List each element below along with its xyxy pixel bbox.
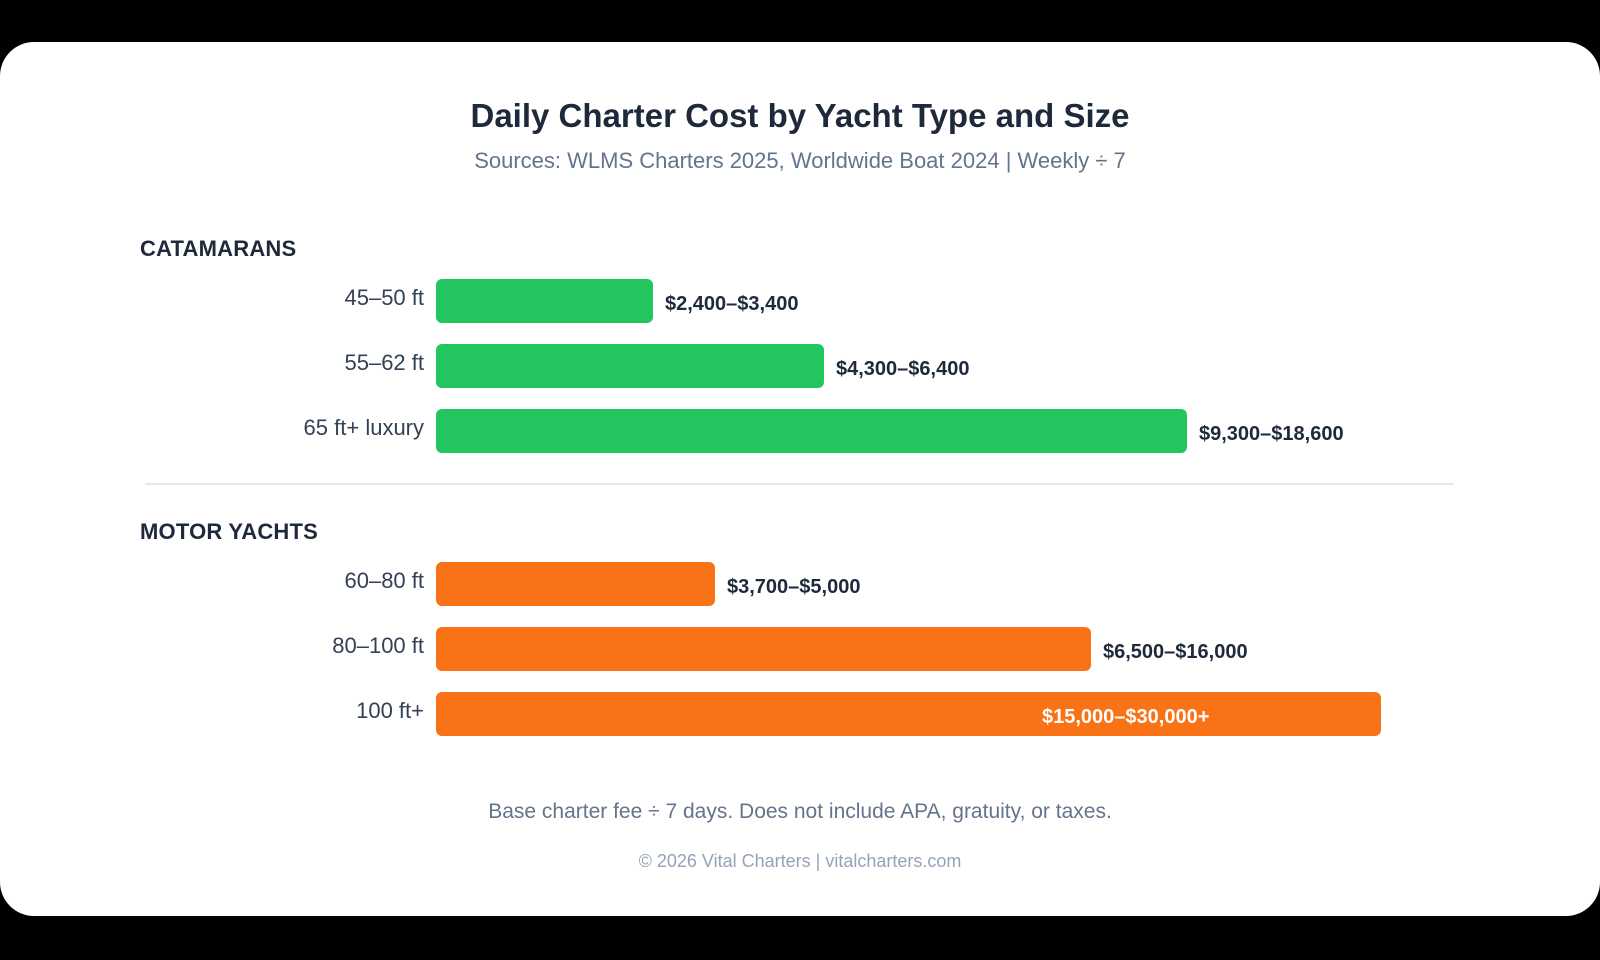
- value-label: $4,300–$6,400: [836, 357, 970, 380]
- section-divider: [145, 483, 1454, 485]
- chart-subtitle: Sources: WLMS Charters 2025, Worldwide B…: [474, 148, 1126, 173]
- row-label: 55–62 ft: [344, 350, 424, 375]
- chart-card: [0, 42, 1600, 916]
- bar-row: 80–100 ft $6,500–$16,000: [0, 627, 1600, 671]
- row-label: 65 ft+ luxury: [303, 415, 424, 440]
- bar: [436, 409, 1187, 453]
- value-label: $2,400–$3,400: [665, 292, 799, 315]
- value-label: $15,000–$30,000+: [1042, 705, 1210, 728]
- row-label: 60–80 ft: [344, 568, 424, 593]
- bar: [436, 562, 715, 606]
- bar-row: 55–62 ft $4,300–$6,400: [0, 344, 1600, 388]
- bar-row: 100 ft+ $15,000–$30,000+: [0, 692, 1600, 736]
- bar: [436, 279, 653, 323]
- footnote: Base charter fee ÷ 7 days. Does not incl…: [488, 800, 1112, 823]
- value-label: $9,300–$18,600: [1199, 422, 1344, 445]
- copyright-footer: © 2026 Vital Charters | vitalcharters.co…: [638, 851, 962, 871]
- chart-title: Daily Charter Cost by Yacht Type and Siz…: [470, 97, 1130, 134]
- row-label: 45–50 ft: [344, 285, 424, 310]
- bar-row: 60–80 ft $3,700–$5,000: [0, 562, 1600, 606]
- bar: [436, 344, 824, 388]
- value-label: $3,700–$5,000: [727, 575, 861, 598]
- bar: [436, 692, 1381, 736]
- value-label: $6,500–$16,000: [1103, 640, 1248, 663]
- section-heading-catamarans: CATAMARANS: [140, 236, 297, 261]
- row-label: 80–100 ft: [332, 633, 424, 658]
- section-heading-motor-yachts: MOTOR YACHTS: [140, 519, 319, 544]
- bar-row: 45–50 ft $2,400–$3,400: [0, 279, 1600, 323]
- bar-row: 65 ft+ luxury $9,300–$18,600: [0, 409, 1600, 453]
- bar: [436, 627, 1091, 671]
- row-label: 100 ft+: [356, 698, 424, 723]
